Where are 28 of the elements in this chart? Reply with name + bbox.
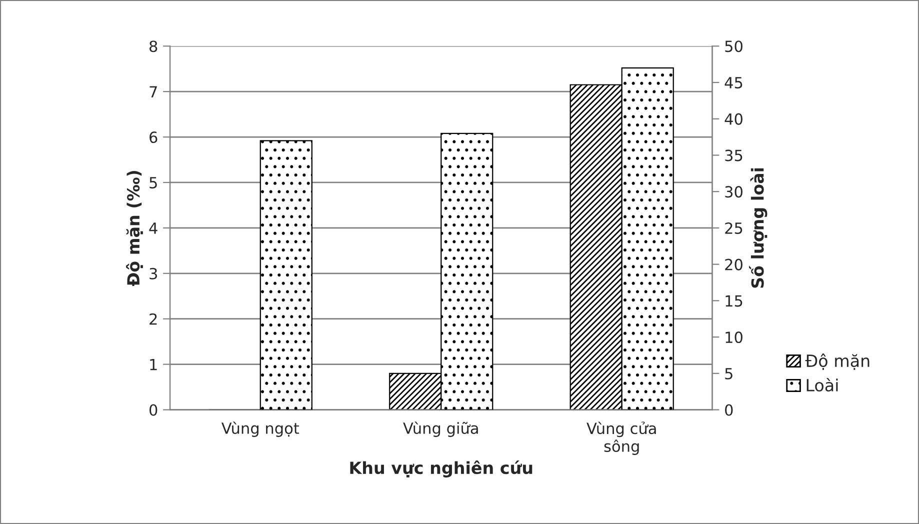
x-tick-label: Vùng giữa: [403, 422, 478, 437]
y-tick-label: 2: [150, 313, 157, 325]
y2-tick-label: 50: [725, 40, 742, 52]
x-tick-label: Vùng ngọt: [221, 422, 300, 437]
y2-axis-title: Số lượng loài: [749, 168, 768, 288]
y-tick-label: 6: [150, 131, 158, 144]
x-axis-title: Khu vực nghiên cứu: [350, 460, 532, 478]
y-tick-label: 5: [150, 177, 157, 189]
y2-tick-label: 5: [725, 368, 732, 380]
legend-label: Loài: [806, 378, 838, 392]
y2-tick-label: 10: [726, 332, 742, 344]
y2-tick-label: 15: [726, 295, 742, 307]
y-tick-label: 1: [150, 358, 157, 370]
x-tick-label: Vùng cửa sông: [586, 422, 656, 455]
y2-tick-label: 40: [724, 113, 742, 125]
y-tick-label: 0: [149, 404, 158, 416]
legend-label: Độ mặn: [805, 354, 870, 370]
y2-tick-label: 25: [725, 222, 742, 234]
y2-tick-label: 35: [725, 150, 742, 162]
y2-tick-label: 0: [725, 404, 733, 416]
y2-tick-label: 20: [725, 258, 742, 270]
y-tick-label: 3: [150, 268, 157, 280]
y2-tick-label: 30: [725, 186, 742, 198]
y-axis-title: Độ mặn (‰): [126, 171, 143, 286]
y2-tick-label: 45: [724, 77, 742, 88]
y-tick-label: 8: [150, 40, 158, 52]
y-tick-label: 4: [149, 222, 158, 234]
y-tick-label: 7: [150, 86, 157, 98]
